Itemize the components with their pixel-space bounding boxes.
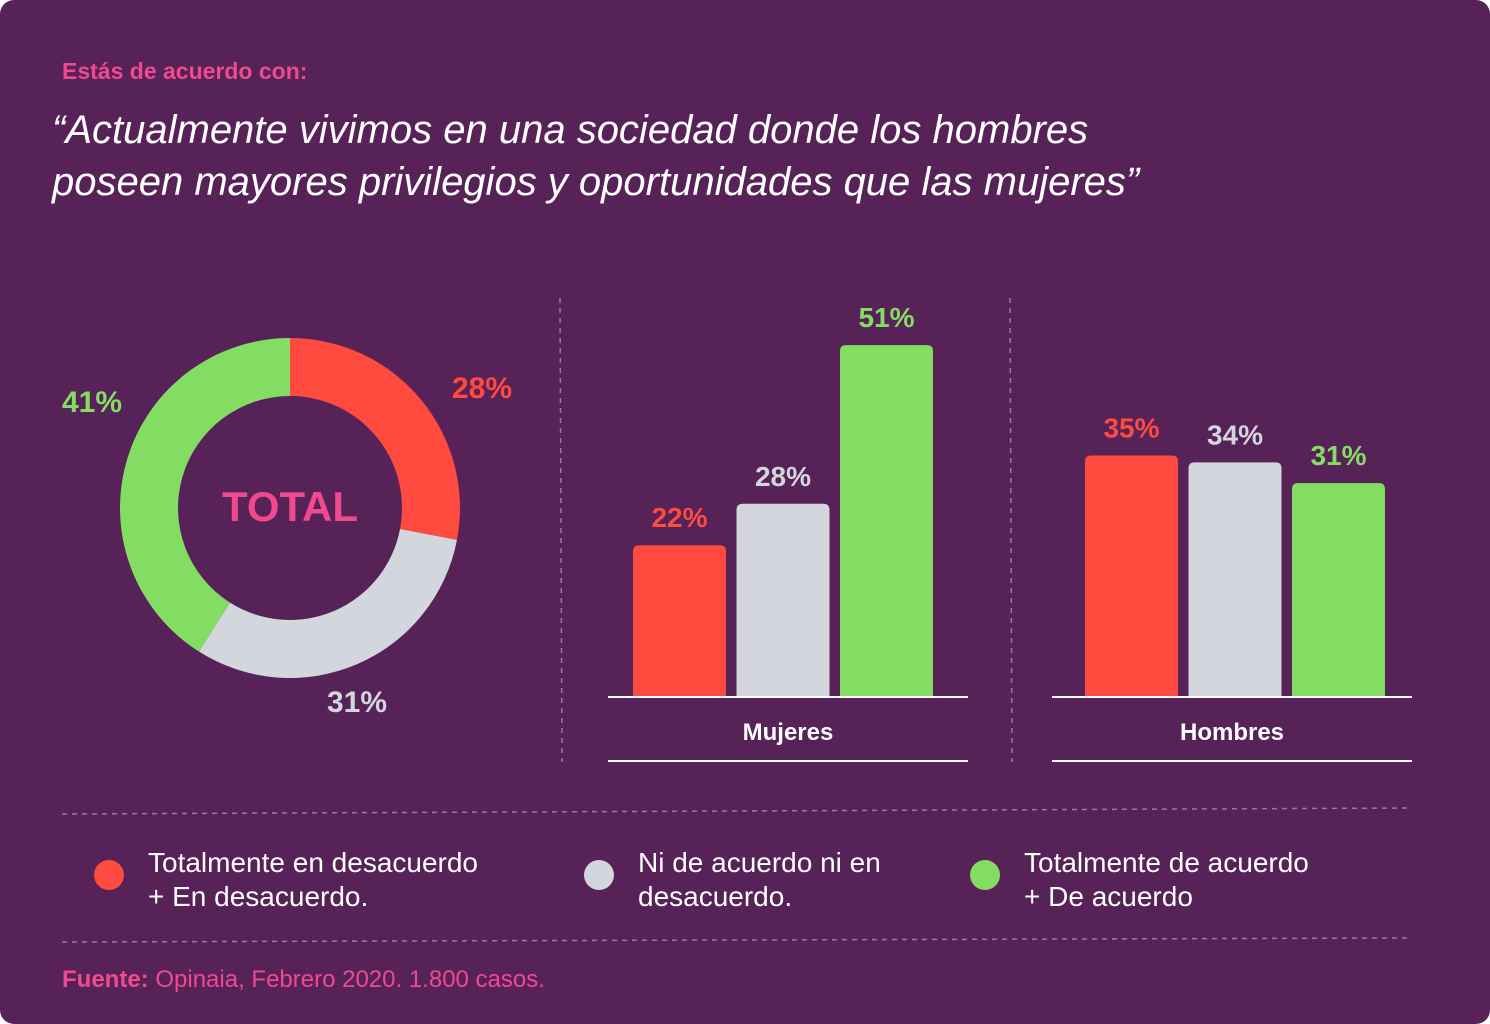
donut-slice-agree xyxy=(119,338,291,652)
legend-label-disagree: Totalmente en desacuerdo + En desacuerdo… xyxy=(148,846,478,914)
donut-value-label-agree: 41% xyxy=(62,386,122,419)
bar-value-label-mujeres-neutral: 28% xyxy=(755,461,811,492)
eyebrow-label: Estás de acuerdo con: xyxy=(62,58,308,84)
source-text: Opinaia, Febrero 2020. 1.800 casos. xyxy=(155,966,545,993)
survey-question: “Actualmente vivimos en una sociedad don… xyxy=(52,104,1372,208)
horizontal-divider-top xyxy=(61,807,1411,815)
legend-item-disagree: Totalmente en desacuerdo + En desacuerdo… xyxy=(94,846,478,914)
bar-hombres-disagree xyxy=(1085,455,1178,697)
legend-label-line: Totalmente de acuerdo xyxy=(1024,847,1309,878)
survey-question-line-1: “Actualmente vivimos en una sociedad don… xyxy=(52,108,1089,152)
legend-swatch-neutral xyxy=(584,860,614,890)
donut-slice-disagree xyxy=(290,338,460,540)
category-label-hombres: Hombres xyxy=(1180,719,1284,746)
legend-item-neutral: Ni de acuerdo ni en desacuerdo. xyxy=(584,846,881,914)
legend-label-line: + En desacuerdo. xyxy=(148,881,369,912)
bar-value-label-hombres-disagree: 35% xyxy=(1103,413,1159,444)
bar-hombres-agree xyxy=(1292,483,1385,697)
vertical-divider-left xyxy=(559,297,563,763)
donut-slice-neutral xyxy=(198,528,457,678)
bar-value-label-hombres-agree: 31% xyxy=(1310,440,1366,471)
donut-center-label: TOTAL xyxy=(222,483,358,530)
donut-value-label-neutral: 31% xyxy=(327,686,387,719)
legend-swatch-agree xyxy=(970,860,1000,890)
source-label: Fuente: xyxy=(62,966,149,993)
legend-swatch-disagree xyxy=(94,860,124,890)
legend-label-line: + De acuerdo xyxy=(1024,881,1193,912)
legend-item-agree: Totalmente de acuerdo + De acuerdo xyxy=(970,846,1309,914)
bar-hombres-neutral xyxy=(1188,462,1282,697)
vertical-divider-right xyxy=(1009,297,1013,763)
bar-mujeres-disagree xyxy=(633,545,726,697)
legend-label-line: Ni de acuerdo ni en xyxy=(638,847,881,878)
legend-label-neutral: Ni de acuerdo ni en desacuerdo. xyxy=(638,846,881,914)
category-label-mujeres: Mujeres xyxy=(743,719,834,746)
legend-label-line: desacuerdo. xyxy=(638,881,793,912)
bar-value-label-mujeres-disagree: 22% xyxy=(651,502,707,533)
bar-mujeres-agree xyxy=(840,345,933,697)
bar-value-label-mujeres-agree: 51% xyxy=(858,302,914,333)
donut-value-label-disagree: 28% xyxy=(452,372,512,405)
source-note: Fuente: Opinaia, Febrero 2020. 1.800 cas… xyxy=(62,966,545,994)
legend-label-agree: Totalmente de acuerdo + De acuerdo xyxy=(1024,846,1309,914)
legend-label-line: Totalmente en desacuerdo xyxy=(148,847,478,878)
survey-question-line-2: poseen mayores privilegios y oportunidad… xyxy=(52,160,1140,204)
horizontal-divider-bottom xyxy=(61,937,1411,943)
bar-mujeres-neutral xyxy=(736,503,830,697)
bar-value-label-hombres-neutral: 34% xyxy=(1207,419,1263,450)
